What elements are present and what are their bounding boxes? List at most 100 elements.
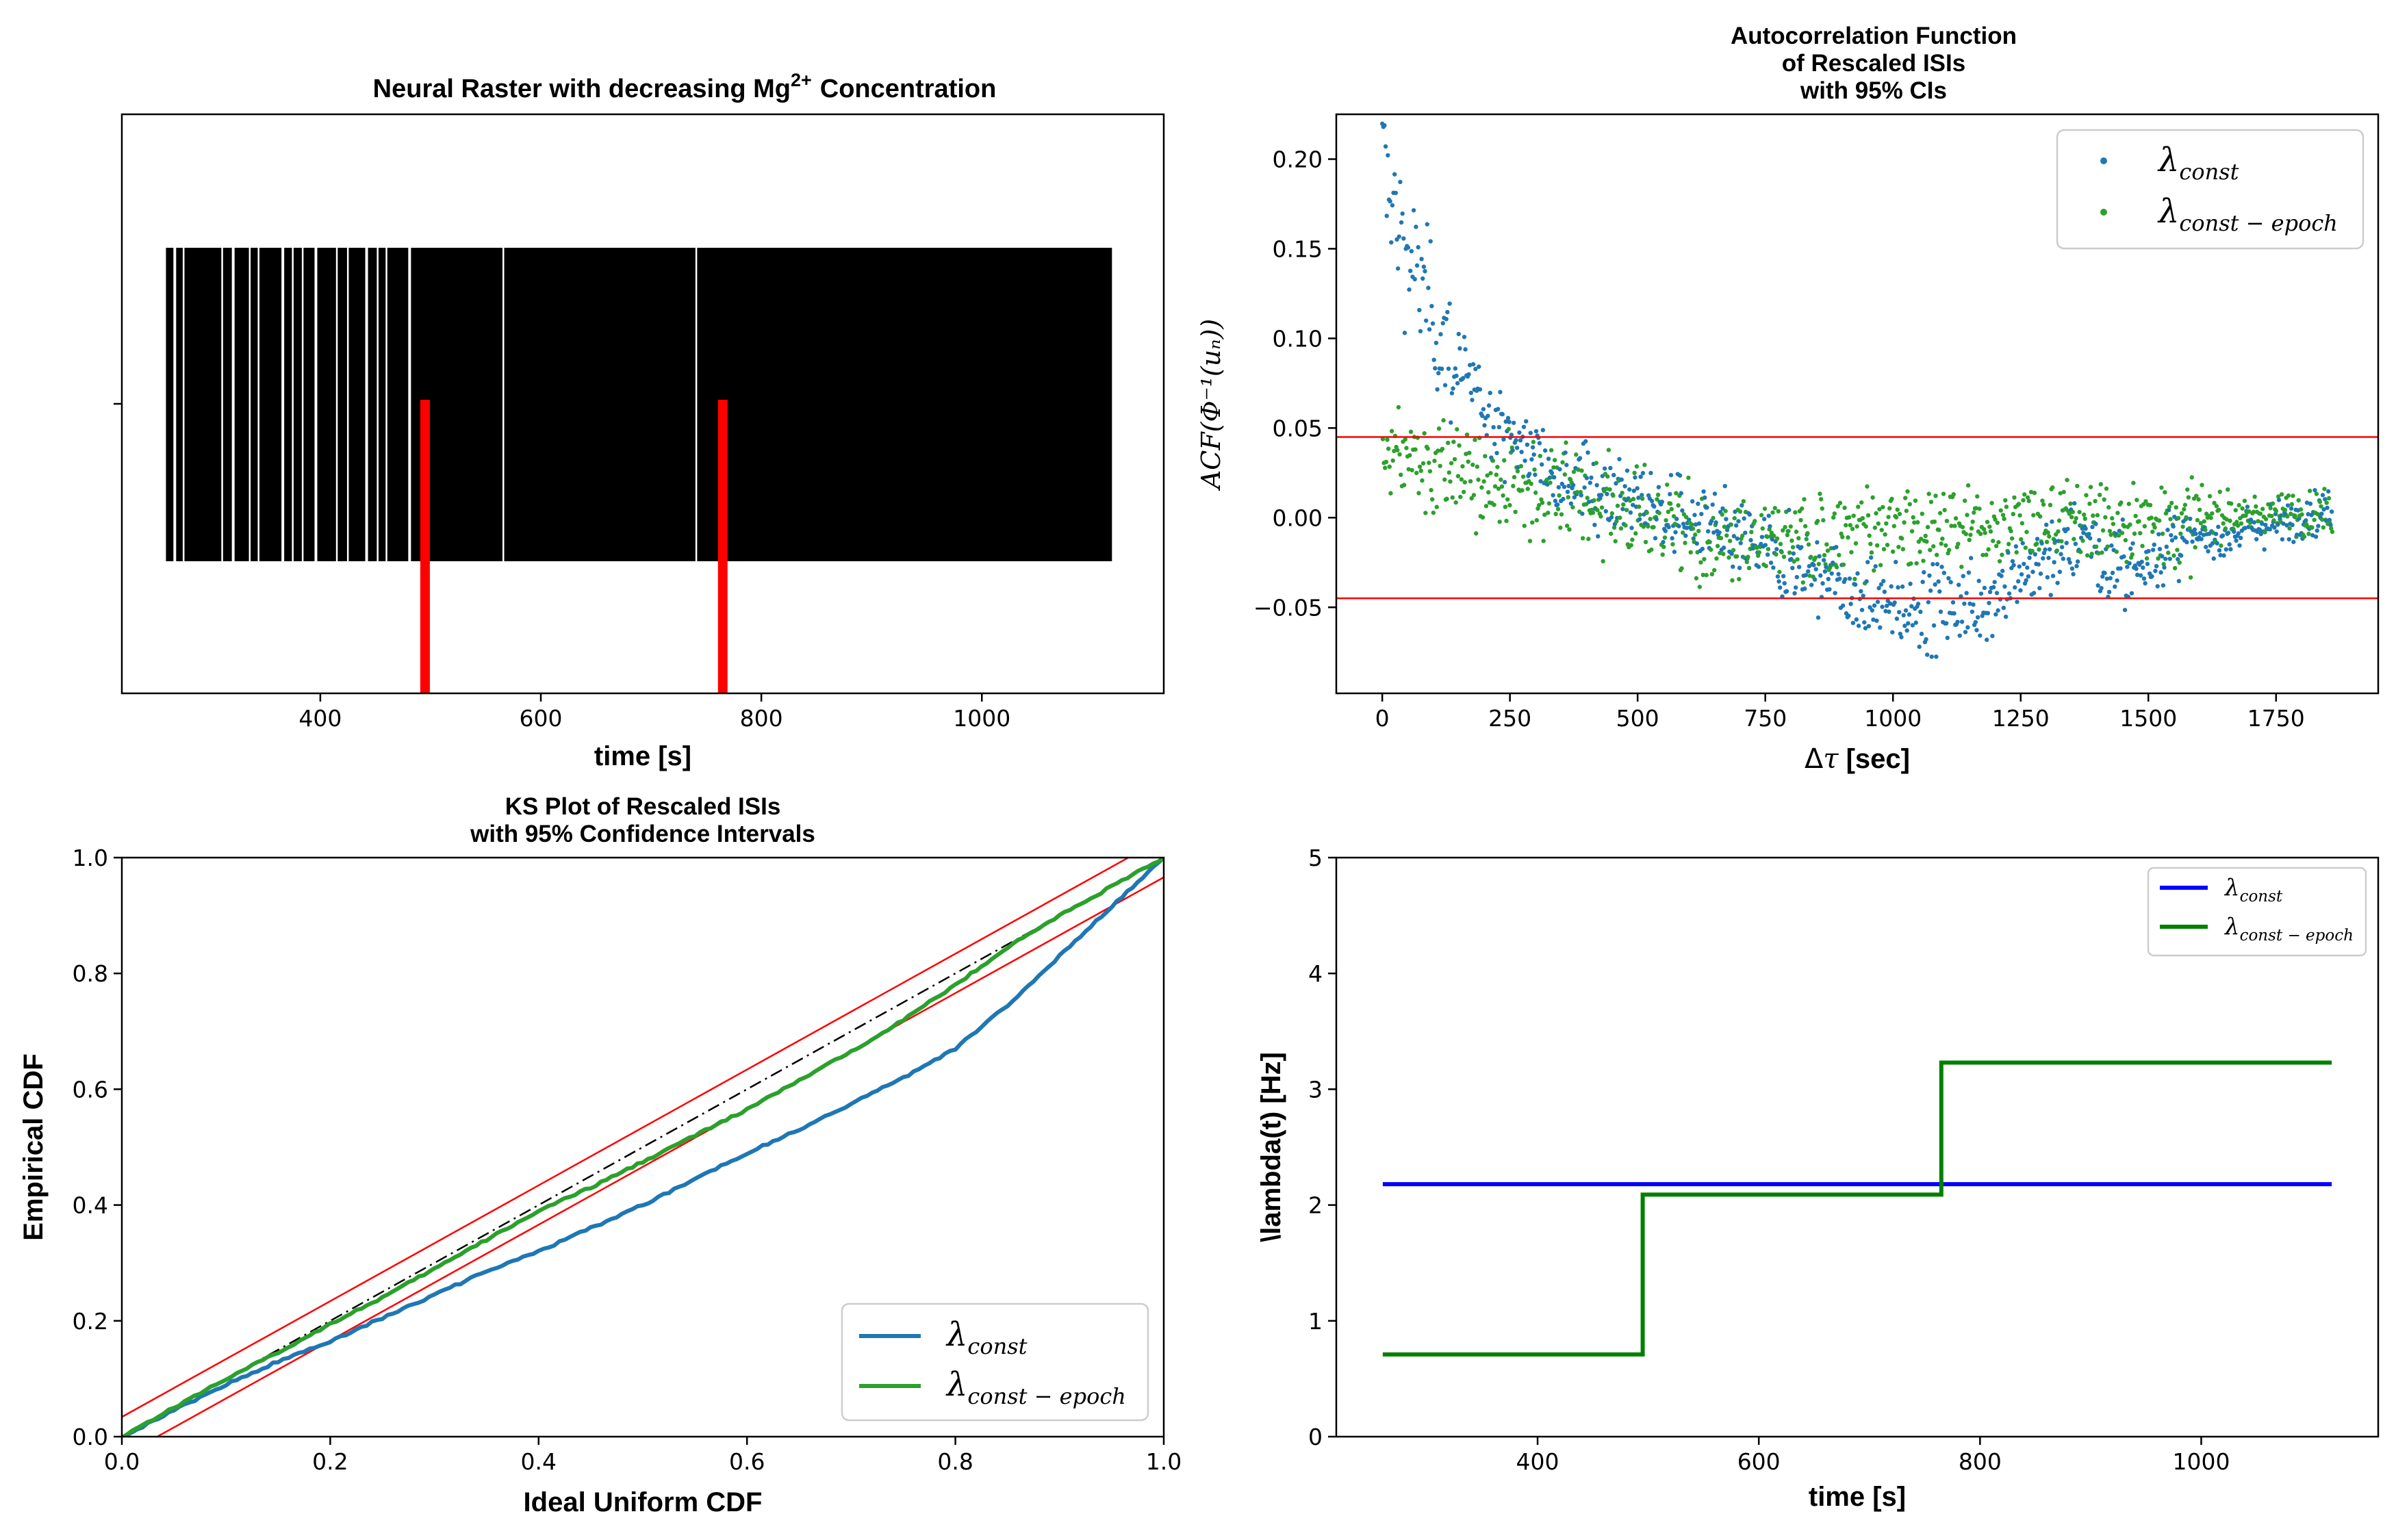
acf-point-epoch: [2105, 544, 2110, 549]
acf-point-epoch: [1474, 531, 1479, 536]
acf-point-const: [2272, 525, 2277, 530]
acf-point-const: [1871, 617, 1876, 622]
y-tick-label: 0.10: [1273, 325, 1323, 352]
y-tick-label: 0.6: [73, 1076, 108, 1103]
acf-point-epoch: [2207, 493, 2213, 499]
acf-point-epoch: [2172, 565, 2178, 571]
x-tick-label: 600: [1737, 1448, 1781, 1475]
acf-point-const: [1941, 570, 1947, 576]
acf-point-const: [1963, 630, 1968, 634]
acf-point-epoch: [1721, 552, 1726, 556]
acf-point-const: [1418, 329, 1423, 334]
acf-point-const: [2204, 545, 2208, 550]
acf-point-epoch: [2242, 498, 2247, 503]
acf-point-const: [1679, 491, 1683, 496]
acf-point-epoch: [2198, 521, 2204, 526]
acf-point-epoch: [1941, 491, 1946, 496]
acf-point-const: [1585, 450, 1590, 455]
acf-point-epoch: [1416, 491, 1421, 496]
acf-point-const: [1392, 172, 1397, 177]
x-tick-label: 1000: [1864, 705, 1922, 732]
acf-point-const: [2099, 586, 2104, 591]
acf-point-const: [1880, 604, 1885, 609]
acf-point-const: [1605, 491, 1609, 496]
acf-point-const: [2169, 538, 2175, 543]
acf-point-epoch: [2004, 504, 2009, 509]
acf-point-epoch: [1457, 443, 1462, 448]
acf-point-epoch: [2285, 514, 2290, 519]
acf-point-epoch: [1623, 523, 1628, 528]
acf-point-const: [2220, 533, 2226, 538]
acf-point-const: [1425, 222, 1430, 227]
acf-point-epoch: [1815, 518, 1820, 524]
acf-point-const: [1652, 504, 1657, 509]
acf-point-epoch: [1923, 533, 1928, 539]
acf-point-epoch: [1574, 452, 1579, 457]
acf-point-const: [2228, 547, 2233, 552]
acf-point-epoch: [1787, 550, 1792, 555]
acf-point-epoch: [1846, 535, 1850, 540]
acf-point-const: [1756, 564, 1761, 569]
acf-point-const: [1978, 633, 1983, 638]
acf-point-epoch: [2152, 525, 2157, 530]
acf-point-const: [1866, 624, 1872, 628]
acf-point-epoch: [2037, 547, 2041, 552]
acf-point-epoch: [2028, 489, 2034, 495]
acf-point-const: [2215, 541, 2219, 546]
acf-point-epoch: [2108, 532, 2113, 537]
acf-point-epoch: [2035, 541, 2039, 546]
acf-point-epoch: [1558, 525, 1563, 530]
acf-point-const: [1677, 524, 1681, 528]
acf-point-epoch: [2156, 556, 2161, 561]
acf-point-const: [1884, 603, 1889, 608]
acf-point-const: [1852, 582, 1858, 587]
acf-point-epoch: [1445, 440, 1451, 446]
acf-point-epoch: [1734, 554, 1739, 559]
acf-point-const: [1937, 589, 1942, 594]
acf-point-const: [1440, 321, 1445, 326]
acf-point-const: [1931, 623, 1937, 628]
acf-point-epoch: [1527, 539, 1533, 543]
acf-point-epoch: [1451, 439, 1456, 444]
acf-point-epoch: [1749, 530, 1754, 535]
acf-point-const: [1896, 610, 1902, 615]
acf-point-epoch: [1722, 524, 1727, 529]
acf-point-epoch: [2110, 516, 2115, 521]
acf-point-const: [1806, 569, 1811, 574]
acf-point-epoch: [2000, 513, 2006, 517]
acf-point-epoch: [1783, 524, 1787, 530]
acf-point-const: [1930, 562, 1935, 567]
acf-point-epoch: [1884, 521, 1889, 526]
acf-point-epoch: [1785, 532, 1790, 537]
acf-point-epoch: [1429, 497, 1435, 502]
acf-point-epoch: [2048, 502, 2053, 508]
acf-point-const: [2026, 574, 2031, 579]
acf-point-const: [1503, 419, 1508, 424]
acf-point-epoch: [1481, 479, 1486, 484]
acf-point-const: [1540, 428, 1546, 433]
acf-point-epoch: [1668, 501, 1673, 506]
acf-point-const: [1627, 487, 1632, 492]
acf-frame: [1335, 113, 2380, 695]
acf-point-epoch: [2098, 482, 2104, 487]
acf-point-epoch: [1598, 514, 1603, 519]
x-tick-label: 800: [1959, 1448, 2002, 1475]
acf-point-epoch: [2032, 490, 2037, 496]
acf-point-epoch: [1390, 458, 1395, 463]
acf-point-const: [1630, 502, 1635, 507]
acf-point-const: [1854, 617, 1859, 622]
acf-point-epoch: [1417, 464, 1423, 470]
acf-point-epoch: [1894, 515, 1899, 519]
acf-point-const: [2276, 498, 2282, 502]
acf-point-const: [2320, 493, 2325, 498]
acf-point-const: [2190, 539, 2195, 544]
acf-point-epoch: [1947, 548, 1952, 552]
acf-point-const: [1492, 441, 1497, 446]
acf-point-epoch: [2302, 534, 2307, 539]
acf-point-const: [2315, 528, 2319, 533]
acf-point-epoch: [2321, 525, 2325, 530]
acf-point-const: [1889, 584, 1894, 589]
acf-point-epoch: [2317, 500, 2323, 504]
acf-point-const: [1781, 574, 1786, 578]
acf-point-epoch: [2149, 515, 2154, 520]
